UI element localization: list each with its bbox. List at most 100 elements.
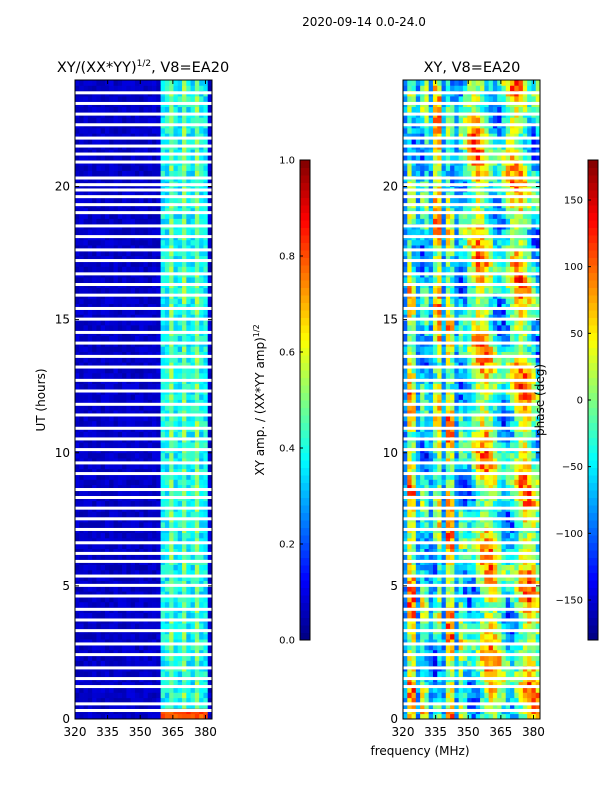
amplitude-cell <box>203 367 209 374</box>
amplitude-cell <box>164 655 170 661</box>
phase-cell <box>462 591 468 597</box>
amplitude-cell <box>79 623 84 629</box>
amplitude-cell <box>156 298 162 305</box>
phase-cell <box>471 681 477 688</box>
phase-cell <box>527 692 532 699</box>
phase-cell <box>475 553 481 560</box>
amplitude-cell <box>199 351 204 358</box>
amplitude-cell <box>182 362 187 368</box>
amplitude-cell <box>143 713 149 720</box>
amplitude-cell <box>207 511 213 518</box>
phase-cell <box>441 575 447 581</box>
amplitude-cell <box>147 277 153 283</box>
amplitude-cell <box>92 553 97 560</box>
amplitude-cell <box>139 644 144 651</box>
phase-cell <box>475 623 481 629</box>
phase-cell <box>462 649 468 656</box>
amplitude-cell <box>194 458 200 464</box>
phase-cell <box>535 623 541 629</box>
phase-cell <box>432 644 438 651</box>
amplitude-cell <box>96 367 102 374</box>
phase-cell <box>424 569 430 576</box>
phase-cell <box>505 692 511 699</box>
amplitude-cell <box>173 415 179 422</box>
amplitude-cell <box>104 521 110 528</box>
amplitude-cell <box>122 191 127 198</box>
amplitude-cell <box>79 575 84 581</box>
amplitude-cell <box>134 154 140 161</box>
amplitude-cell <box>199 319 204 326</box>
amplitude-cell <box>109 117 114 123</box>
amplitude-cell <box>83 255 89 262</box>
amplitude-cell <box>182 655 187 661</box>
phase-cell <box>497 697 502 704</box>
colorbar-segment <box>300 347 310 356</box>
amplitude-cell <box>113 612 119 619</box>
amplitude-cell <box>113 655 119 661</box>
amplitude-cell <box>152 266 157 273</box>
amplitude-cell <box>156 308 162 315</box>
amplitude-cell <box>173 553 179 560</box>
amplitude-cell <box>160 644 166 651</box>
amplitude-cell <box>190 197 196 203</box>
phase-cell <box>480 697 485 704</box>
phase-cell <box>411 687 417 693</box>
amplitude-cell <box>186 239 191 246</box>
phase-cell <box>437 660 442 667</box>
amplitude-cell <box>122 165 127 171</box>
amplitude-cell <box>182 703 187 709</box>
amplitude-cell <box>122 585 127 592</box>
phase-cell <box>445 569 451 576</box>
colorbar-segment <box>300 505 310 513</box>
amplitude-cell <box>156 319 162 326</box>
amplitude-cell <box>83 298 89 305</box>
phase-cell <box>505 569 511 576</box>
amplitude-cell <box>190 681 196 688</box>
phase-cell <box>522 564 528 571</box>
amplitude-cell <box>203 463 209 470</box>
amplitude-cell <box>130 85 136 92</box>
amplitude-cell <box>122 623 127 629</box>
phase-cell <box>450 655 455 661</box>
amplitude-cell <box>113 287 119 294</box>
amplitude-cell <box>190 80 196 86</box>
phase-cell <box>480 591 485 597</box>
phase-cell <box>441 623 447 629</box>
amplitude-cell <box>130 106 136 113</box>
amplitude-cell <box>139 548 144 555</box>
phase-cell <box>428 660 434 667</box>
amplitude-cell <box>152 671 157 677</box>
amplitude-cell <box>130 127 136 134</box>
phase-cell <box>518 569 524 576</box>
amplitude-cell <box>134 255 140 262</box>
amplitude-cell <box>139 346 144 352</box>
colorbar-segment <box>300 400 310 408</box>
amplitude-cell <box>207 596 213 603</box>
x-tick-label: 350 <box>129 725 152 739</box>
phase-cell <box>497 564 502 571</box>
amplitude-cell <box>100 585 106 592</box>
amplitude-cell <box>134 303 140 310</box>
amplitude-cell <box>122 511 127 518</box>
phase-cell <box>441 660 447 667</box>
amplitude-cell <box>143 261 149 267</box>
amplitude-cell <box>109 420 114 427</box>
amplitude-cell <box>75 117 80 123</box>
amplitude-cell <box>182 250 187 257</box>
amplitude-cell <box>207 713 213 720</box>
amplitude-cell <box>130 266 136 273</box>
phase-cell <box>492 585 498 592</box>
amplitude-cell <box>160 191 166 198</box>
amplitude-cell <box>164 303 170 310</box>
phase-cell <box>475 585 481 592</box>
amplitude-cell <box>156 138 162 145</box>
phase-cell <box>505 585 511 592</box>
amplitude-cell <box>134 95 140 102</box>
amplitude-cell <box>122 80 127 86</box>
amplitude-cell <box>177 207 183 214</box>
amplitude-cell <box>130 367 136 374</box>
amplitude-cell <box>182 207 187 214</box>
amplitude-cell <box>164 442 170 448</box>
amplitude-cell <box>79 431 84 438</box>
phase-cell <box>407 655 412 661</box>
